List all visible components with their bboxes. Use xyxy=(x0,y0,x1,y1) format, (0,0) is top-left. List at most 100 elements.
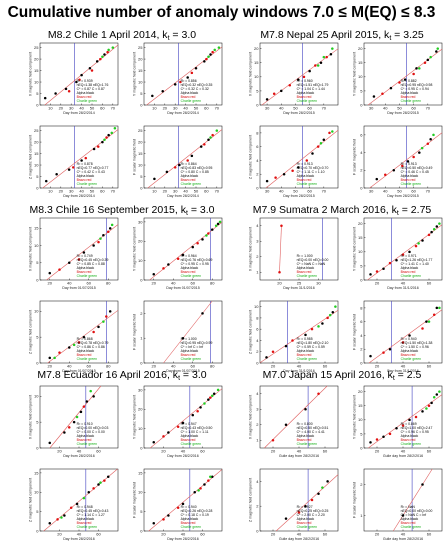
stat-annotation: R² = 0.971 xyxy=(401,254,417,258)
plot-frame xyxy=(143,300,223,364)
y-tick-label: 0 xyxy=(36,528,39,533)
alpha-point xyxy=(265,98,269,101)
stat-annotation: nEQ=0.95 nEQ=0.98 xyxy=(401,83,433,87)
alpha-point xyxy=(103,53,106,56)
x-axis-label: Day from 28/2/2016 xyxy=(63,537,95,541)
x-tick-label: 80 xyxy=(106,364,111,369)
alpha-point xyxy=(107,133,110,137)
bravo-point xyxy=(280,224,283,227)
charlie-point xyxy=(317,325,320,328)
x-tick-label: 40 xyxy=(77,449,82,454)
alpha-point xyxy=(216,222,220,226)
x-axis-label: Day from 28/2/2014 xyxy=(63,111,95,115)
y-axis-label: X magnetic field component xyxy=(29,52,33,96)
y-axis-label: F scalar magnetic field xyxy=(133,482,137,518)
legend-charlie: Charlie green xyxy=(77,357,97,361)
y-tick-label: 0 xyxy=(256,528,259,533)
y-tick-label: 2 xyxy=(140,311,143,316)
x-tick-label: 30 xyxy=(69,106,74,111)
x-tick-label: 40 xyxy=(183,106,188,111)
subplot: 20 40 60 0 5 10 Day from 28/2/2016 X magnetic f… xyxy=(29,385,119,458)
bravo-point xyxy=(297,511,301,514)
legend-bravo: Bravo red xyxy=(181,95,196,99)
stat-annotation: nEQ=0.32 nEQ=0.35 xyxy=(181,83,213,87)
legend-charlie: Charlie green xyxy=(181,442,201,446)
y-tick-label: 0 xyxy=(256,102,259,107)
bravo-point xyxy=(162,435,165,438)
x-axis-label: Day from 01/07/2015 xyxy=(166,369,200,373)
bravo-point xyxy=(97,240,100,244)
legend-alpha: Alpha black xyxy=(401,174,419,178)
x-tick-label: 20 xyxy=(271,532,276,537)
x-tick-label: 60 xyxy=(427,449,432,454)
x-tick-label: 30 xyxy=(173,106,178,111)
legend-charlie: Charlie green xyxy=(297,274,317,278)
fit-line xyxy=(275,474,339,532)
x-tick-label: 30 xyxy=(369,106,374,111)
x-axis-label: Day from 28/2/2015 xyxy=(283,111,315,115)
legend-alpha: Alpha black xyxy=(297,91,315,95)
chart-title-k: = 2.5 xyxy=(395,369,422,381)
fit-line xyxy=(369,132,443,189)
alpha-point xyxy=(92,395,95,398)
stat-annotation: nEQ=0.50 nEQ=0.51 xyxy=(297,426,329,430)
x-tick-label: 40 xyxy=(297,449,302,454)
x-axis-label: Day from 31/1/2016 xyxy=(387,286,419,290)
bravo-point xyxy=(77,258,81,261)
legend-bravo: Bravo red xyxy=(181,270,196,274)
charlie-point xyxy=(99,237,102,240)
chart-block: M8.2 Chile 1 April 2014, kt = 3.0 10 20 30 4… xyxy=(29,29,223,198)
alpha-point xyxy=(167,263,170,266)
plot-frame xyxy=(39,125,119,189)
legend-alpha: Alpha black xyxy=(77,174,95,178)
alpha-point xyxy=(95,60,99,63)
bravo-point xyxy=(291,339,294,342)
plot-frame xyxy=(39,42,119,106)
x-tick-label: 50 xyxy=(397,189,402,194)
fit-line xyxy=(367,48,443,106)
stat-annotation: C* = 0.86 C = 0.86 xyxy=(77,345,105,349)
legend-bravo: Bravo red xyxy=(297,270,312,274)
y-axis-label: Y magnetic field component xyxy=(353,395,357,439)
bravo-point xyxy=(92,330,95,334)
alpha-point xyxy=(173,83,177,86)
plot-frame xyxy=(259,125,339,189)
charlie-point xyxy=(101,55,104,59)
stat-annotation: R² = 0.869 xyxy=(401,422,417,426)
chart-title-k: = 3.25 xyxy=(391,29,424,41)
bravo-point xyxy=(207,479,210,482)
subplot: 20 40 60 80 0 10 20 30 Day from 01/07/2015 Y magn… xyxy=(133,217,223,290)
y-tick-label: 0 xyxy=(36,360,39,365)
fit-line xyxy=(49,385,102,449)
alpha-point xyxy=(79,410,83,414)
subplot: 20 40 60 80 0 5 10 Day from 01/07/2015 Z magneti… xyxy=(29,300,119,373)
bravo-point xyxy=(388,261,392,265)
plot-frame xyxy=(39,300,119,364)
x-tick-label: 60 xyxy=(323,449,328,454)
legend-charlie: Charlie green xyxy=(297,182,317,186)
y-tick-label: 5 xyxy=(360,88,363,93)
x-tick-label: 30 xyxy=(316,281,321,286)
legend-alpha: Alpha black xyxy=(401,266,419,270)
bravo-point xyxy=(310,498,314,502)
x-tick-label: 60 xyxy=(200,532,205,537)
charlie-point xyxy=(75,415,79,419)
x-tick-label: 30 xyxy=(369,189,374,194)
alpha-point xyxy=(63,514,66,517)
y-tick-label: 15 xyxy=(34,226,39,231)
subplot: 20 40 60 0 5 10 15 20 Day from 31/1/2016 Y magnet… xyxy=(353,217,443,290)
stat-annotation: C* = 0.95 C = 0.94 xyxy=(401,87,429,91)
bravo-point xyxy=(325,55,328,59)
y-axis-label: Z magnetic field component xyxy=(249,135,253,179)
alpha-point xyxy=(395,427,398,430)
legend-bravo: Bravo red xyxy=(77,270,92,274)
y-tick-label: 10 xyxy=(358,249,363,254)
x-tick-label: 40 xyxy=(77,532,82,537)
y-tick-label: 10 xyxy=(254,74,259,79)
bravo-point xyxy=(199,487,202,490)
alpha-point xyxy=(207,138,210,142)
alpha-point xyxy=(194,67,198,70)
alpha-point xyxy=(191,245,194,249)
x-tick-label: 60 xyxy=(204,106,209,111)
alpha-point xyxy=(425,320,428,323)
